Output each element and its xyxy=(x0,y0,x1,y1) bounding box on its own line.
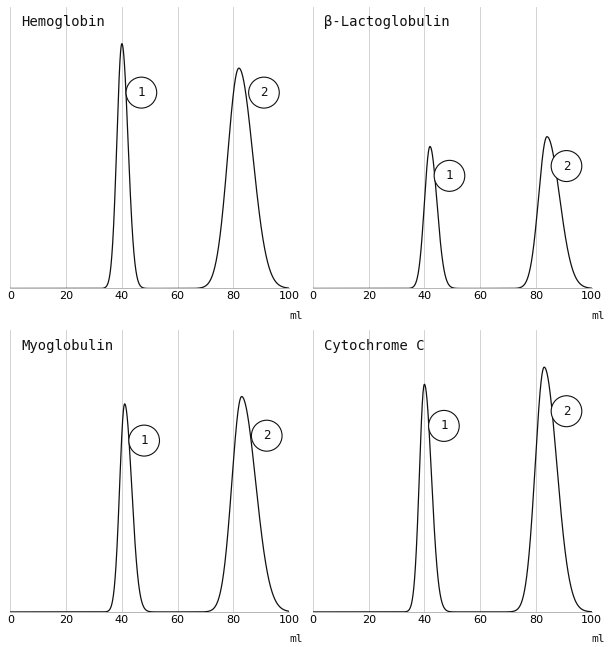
Text: 2: 2 xyxy=(562,160,570,173)
Circle shape xyxy=(551,396,582,427)
Circle shape xyxy=(129,425,160,456)
Text: ml: ml xyxy=(592,311,605,321)
Text: 2: 2 xyxy=(562,405,570,418)
Text: ml: ml xyxy=(289,311,302,321)
Circle shape xyxy=(551,151,582,182)
Text: 2: 2 xyxy=(260,86,267,99)
Text: ml: ml xyxy=(592,635,605,644)
Text: 1: 1 xyxy=(140,434,148,447)
Circle shape xyxy=(248,77,279,108)
Text: ml: ml xyxy=(289,635,302,644)
Text: Cytochrome C: Cytochrome C xyxy=(324,339,425,353)
Text: Hemoglobin: Hemoglobin xyxy=(21,16,105,29)
Text: Myoglobulin: Myoglobulin xyxy=(21,339,114,353)
Circle shape xyxy=(428,410,459,441)
Text: 1: 1 xyxy=(446,170,453,182)
Circle shape xyxy=(252,420,282,451)
Text: 1: 1 xyxy=(138,86,145,99)
Text: 1: 1 xyxy=(440,419,447,432)
Text: 2: 2 xyxy=(263,429,271,442)
Circle shape xyxy=(126,77,157,108)
Text: β-Lactoglobulin: β-Lactoglobulin xyxy=(324,16,450,29)
Circle shape xyxy=(434,160,465,192)
